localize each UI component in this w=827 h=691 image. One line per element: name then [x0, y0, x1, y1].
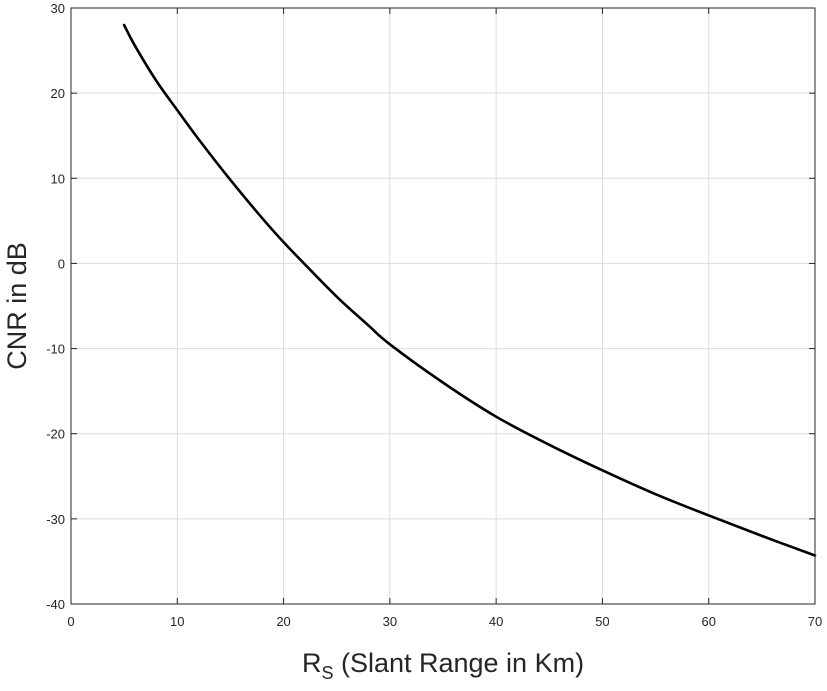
x-tick-label: 0	[67, 614, 74, 629]
x-tick-label: 10	[170, 614, 184, 629]
x-tick-label: 70	[808, 614, 822, 629]
y-axis-label: CNR in dB	[2, 242, 32, 370]
y-tick-label: 20	[51, 86, 65, 101]
x-tick-label: 50	[595, 614, 609, 629]
x-tick-label: 40	[489, 614, 503, 629]
x-axis-label-subscript: S	[321, 663, 333, 683]
y-tick-label: -30	[46, 512, 65, 527]
y-tick-label: -10	[46, 342, 65, 357]
grid-lines	[70, 7, 816, 605]
plot-area-frame	[70, 7, 816, 605]
x-tick-label: 20	[276, 614, 290, 629]
series-layer	[122, 23, 817, 557]
x-axis-label-main: R	[302, 648, 322, 678]
tick-labels: 0 10 20 30 40 50 60 70 30 20 10 0 -10 -20 -30 -40	[46, 1, 822, 629]
y-tick-label: -40	[46, 597, 65, 612]
y-tick-label: 30	[51, 1, 65, 16]
y-tick-label: 0	[58, 256, 65, 271]
x-axis-label: RS (Slant Range in Km)	[302, 648, 584, 683]
x-tick-label: 60	[701, 614, 715, 629]
series-line-cnr	[122, 23, 817, 557]
x-axis-label-rest: (Slant Range in Km)	[333, 648, 584, 678]
x-tick-label: 30	[383, 614, 397, 629]
y-tick-label: -20	[46, 427, 65, 442]
axis-ticks	[70, 7, 816, 605]
y-tick-label: 10	[51, 171, 65, 186]
